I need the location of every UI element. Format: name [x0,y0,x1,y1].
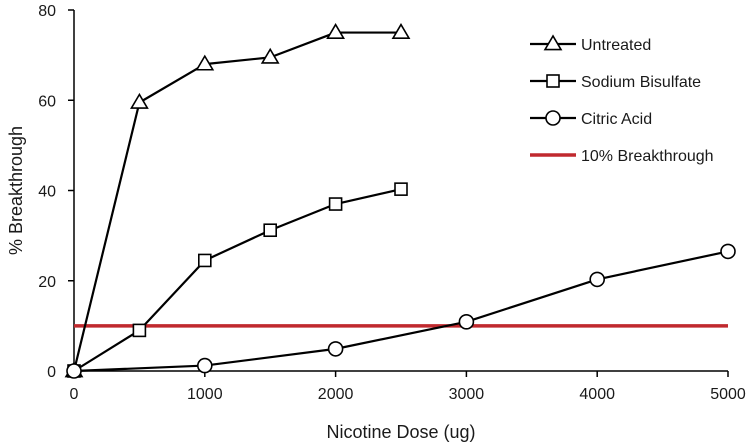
x-tick-label: 5000 [710,386,746,403]
x-tick-label: 1000 [187,386,223,403]
data-point-untreated [326,22,345,39]
legend-label-sodium-bisulfate: Sodium Bisulfate [581,74,701,91]
x-tick-label: 3000 [449,386,485,403]
y-axis-title: % Breakthrough [6,126,26,255]
data-point-sodium-bisulfate [132,323,147,338]
data-point-sodium-bisulfate [198,253,212,268]
x-tick-label: 4000 [579,386,615,403]
series-lines [72,31,729,373]
data-point-citric-acid [197,357,213,374]
y-tick-label: 20 [38,274,56,291]
data-point-sodium-bisulfate [394,182,408,196]
series-line-untreated [72,31,401,372]
legend-label-untreated: Untreated [581,37,651,54]
y-tick-label: 80 [38,3,56,20]
legend-marker-untreated [543,34,563,51]
data-point-untreated [260,47,280,64]
data-point-untreated [195,54,215,71]
data-point-citric-acid [720,243,736,260]
y-tick-label: 40 [38,184,56,201]
y-tick-label: 0 [47,364,56,381]
data-point-citric-acid [327,341,344,357]
legend: Untreated Sodium Bisulfate Citric Acid 10% … [530,34,714,165]
data-point-untreated [391,22,411,39]
legend-label-10-breakthrough: 10% Breakthrough [581,148,714,165]
series-line-sodium-bisulfate [73,188,402,372]
data-point-sodium-bisulfate [263,223,278,238]
data-point-citric-acid [66,363,82,379]
legend-label-citric-acid: Citric Acid [581,111,652,128]
data-point-untreated [130,92,149,109]
legend-marker-sodium-bisulfate [546,74,560,88]
series-markers [64,22,736,379]
x-axis-title: Nicotine Dose (ug) [326,422,475,442]
y-tick-label: 60 [38,93,56,110]
legend-marker-citric-acid [545,110,561,126]
axes: 0 20 40 60 80 0 1000 2000 3000 4000 5000 [38,3,746,403]
x-tick-label: 0 [70,386,79,403]
data-point-sodium-bisulfate [328,197,343,211]
x-tick-label: 2000 [318,386,354,403]
series-line-citric-acid [73,250,729,373]
data-point-citric-acid [458,314,475,330]
data-point-citric-acid [589,271,606,288]
